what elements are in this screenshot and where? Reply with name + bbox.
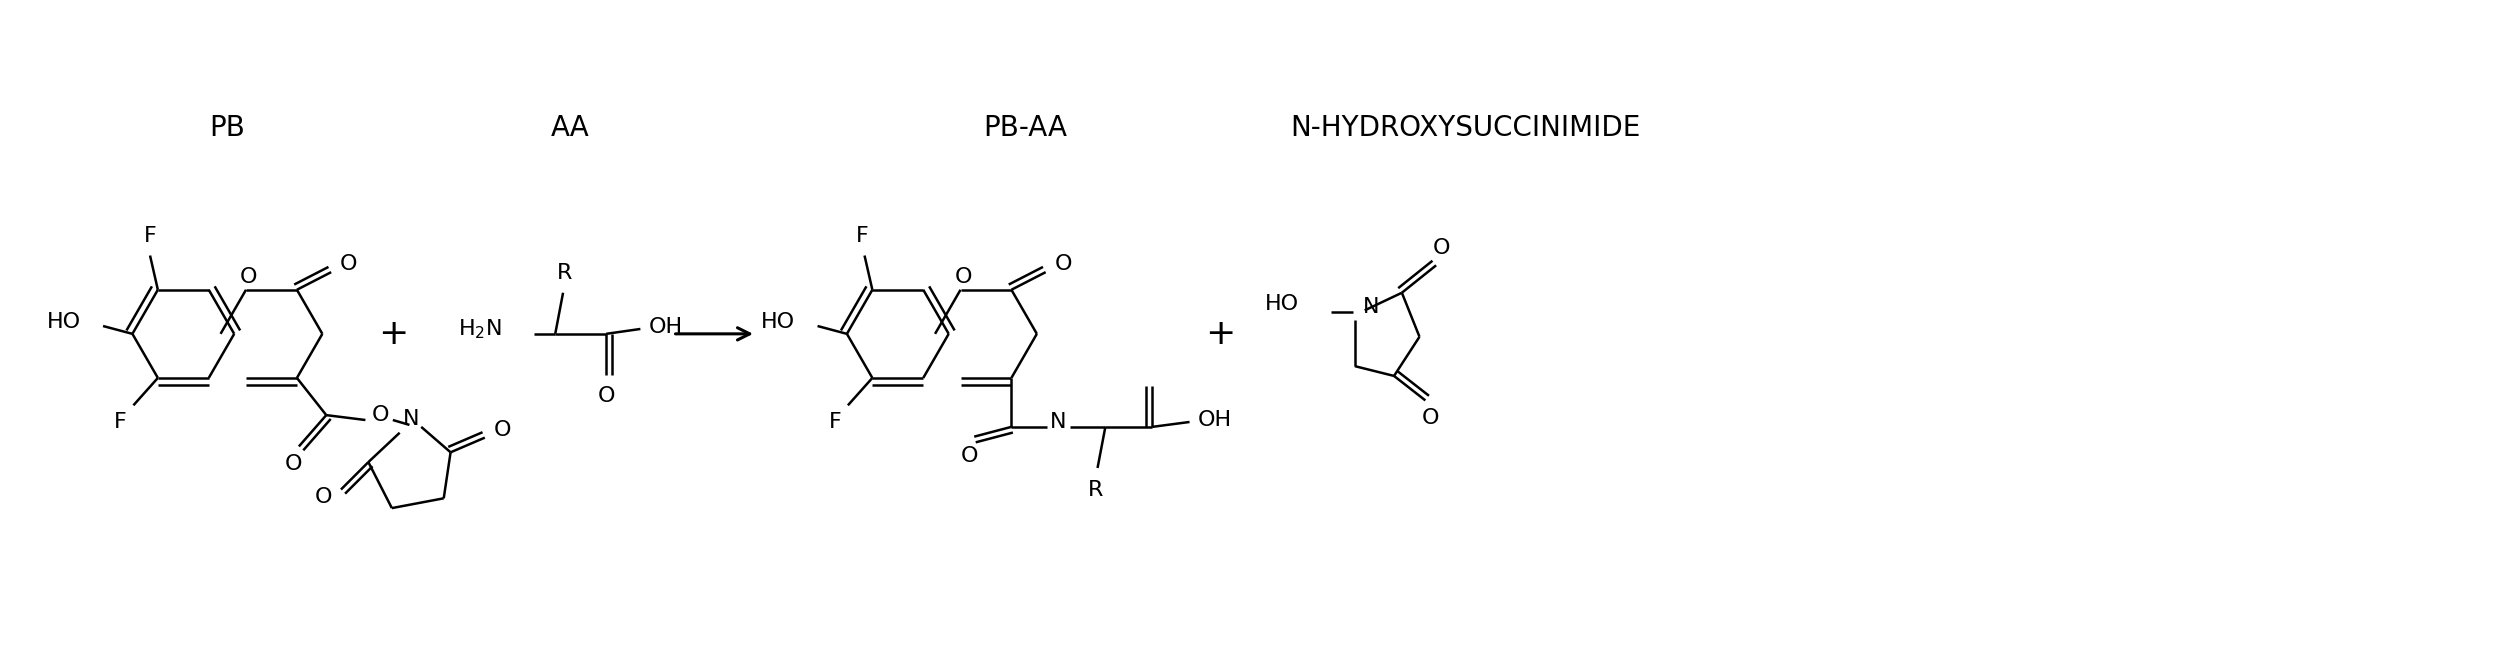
Text: HO: HO (762, 312, 795, 332)
Text: OH: OH (649, 317, 684, 337)
Text: +: + (380, 317, 410, 351)
Text: N: N (402, 409, 420, 429)
Text: N: N (1363, 298, 1378, 317)
Text: O: O (956, 267, 973, 287)
Text: H$_2$N: H$_2$N (458, 317, 500, 341)
Text: O: O (1054, 254, 1071, 274)
Text: O: O (493, 420, 511, 439)
Text: R: R (558, 263, 573, 283)
Text: O: O (1431, 237, 1449, 258)
Text: O: O (961, 446, 978, 466)
Text: O: O (340, 254, 357, 274)
Text: O: O (372, 405, 390, 425)
Text: F: F (113, 412, 128, 432)
Text: N-HYDROXYSUCCINIMIDE: N-HYDROXYSUCCINIMIDE (1290, 114, 1640, 143)
Text: N: N (1051, 412, 1066, 432)
Text: O: O (599, 387, 614, 407)
Text: +: + (1205, 317, 1235, 351)
Text: F: F (855, 226, 870, 246)
Text: HO: HO (48, 312, 80, 332)
Text: F: F (830, 412, 843, 432)
Text: O: O (1421, 408, 1439, 428)
Text: OH: OH (1197, 410, 1232, 430)
Text: O: O (314, 487, 332, 508)
Text: HO: HO (1265, 294, 1300, 315)
Text: R: R (1089, 479, 1104, 500)
Text: PB-AA: PB-AA (983, 114, 1066, 143)
Text: O: O (241, 267, 257, 287)
Text: F: F (143, 226, 156, 246)
Text: O: O (284, 454, 302, 474)
Text: AA: AA (551, 114, 589, 143)
Text: PB: PB (209, 114, 246, 143)
